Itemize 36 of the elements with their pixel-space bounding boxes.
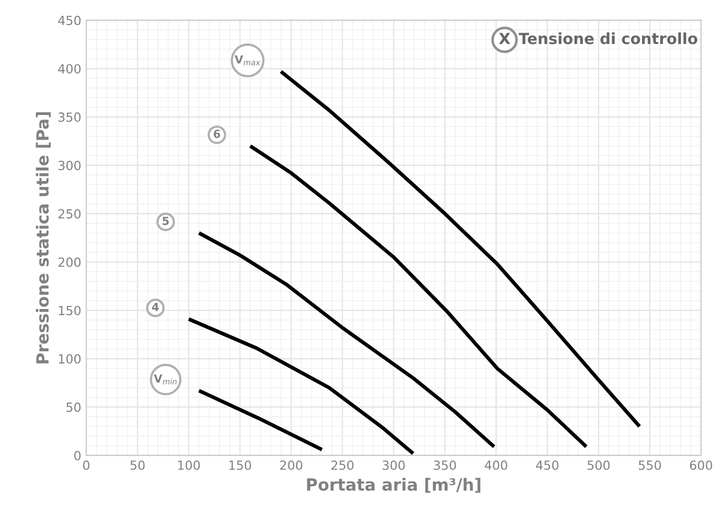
y-tick-label: 250	[58, 209, 81, 219]
x-tick-label: 200	[280, 460, 302, 470]
line-series	[279, 70, 642, 428]
x-tick-label: 50	[130, 460, 145, 470]
x-tick-label: 0	[83, 460, 90, 470]
line-series	[248, 144, 588, 448]
annotation: Tensione di controllo	[518, 32, 698, 44]
line-series	[186, 317, 415, 456]
text: 4	[152, 302, 159, 312]
line-series	[197, 231, 496, 448]
x-tick-label: 600	[690, 460, 712, 470]
y-axis-title: Pressione statica utile [Pa]	[36, 112, 51, 364]
y-tick-label: 0	[74, 450, 81, 460]
text: V$_{min}$	[154, 374, 177, 384]
x-tick-label: 100	[178, 460, 200, 470]
y-tick-label: 150	[58, 306, 81, 316]
y-tick-label: 400	[58, 64, 81, 74]
x-tick-label: 400	[484, 460, 508, 470]
x-tick-label: 450	[536, 460, 558, 470]
y-tick-label: 450	[58, 16, 81, 26]
x-tick-label: 250	[331, 460, 354, 470]
y-tick-label: 100	[58, 354, 81, 364]
x-tick-label: 550	[638, 460, 661, 470]
y-tick-label: 200	[58, 257, 81, 267]
x-tick-label: 350	[434, 460, 456, 470]
y-tick-label: 350	[58, 112, 81, 122]
text: 5	[162, 216, 169, 226]
series-label: V$_{max}$	[234, 55, 260, 66]
y-tick-label: 300	[58, 160, 81, 170]
x-axis-title: Portata aria [m³/h]	[307, 478, 480, 493]
x-tick-label: 500	[588, 460, 610, 470]
text: 6	[214, 130, 220, 138]
x-tick-label: 300	[382, 460, 405, 470]
x-tick-label: 150	[229, 460, 252, 470]
annotation: X	[498, 32, 510, 44]
y-tick-label: 50	[66, 402, 81, 412]
